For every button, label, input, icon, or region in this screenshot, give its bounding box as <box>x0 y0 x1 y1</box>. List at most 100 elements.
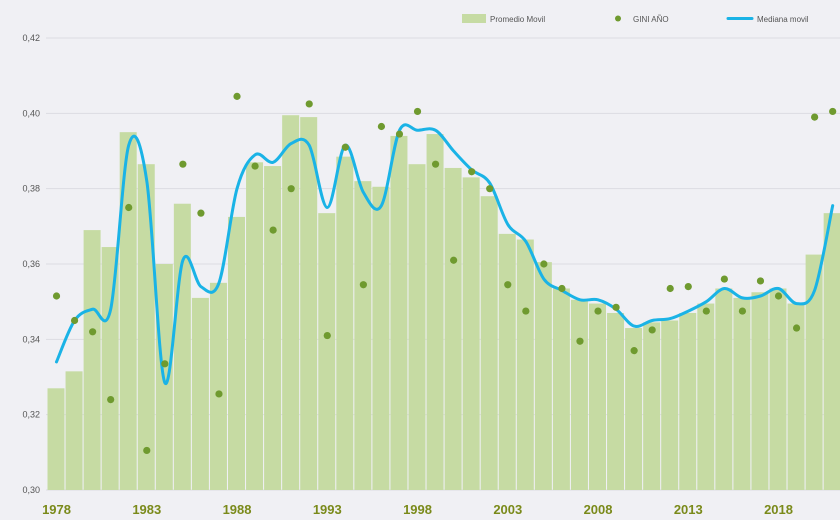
bar <box>751 292 769 490</box>
gini-point <box>70 316 79 325</box>
gini-point <box>558 284 566 293</box>
gini-point <box>540 260 548 268</box>
bar <box>480 196 498 490</box>
gini-point <box>143 446 151 455</box>
gini-point <box>359 281 367 289</box>
gini-point <box>215 390 223 398</box>
mediana-line <box>55 123 835 385</box>
bar <box>300 117 318 490</box>
x-tick-label: 2013 <box>674 502 703 517</box>
x-tick-label: 1993 <box>313 502 342 517</box>
y-axis-ticks: 0,30 0,32 0,34 0,36 0,38 0,40 0,42 <box>22 33 40 495</box>
bar <box>408 164 426 490</box>
gini-point <box>756 277 765 285</box>
bar <box>679 312 697 490</box>
gini-point <box>269 226 277 234</box>
bar <box>119 132 137 490</box>
bar <box>444 167 462 490</box>
gini-point <box>486 185 494 193</box>
bar <box>715 288 733 490</box>
gini-point <box>594 307 602 315</box>
bar <box>769 288 787 490</box>
gini-point <box>522 307 530 315</box>
legend-label-promedio: Promedio Movil <box>490 15 545 24</box>
bar <box>534 262 552 490</box>
bar <box>282 115 300 490</box>
gini-point <box>720 275 728 283</box>
bar <box>516 239 534 490</box>
legend-label-mediana: Mediana movil <box>757 15 809 24</box>
bar <box>47 388 65 490</box>
bar <box>805 254 823 490</box>
gini-point <box>504 281 512 289</box>
gini-point <box>666 284 674 293</box>
gini-point <box>233 92 241 100</box>
x-tick-label: 2003 <box>493 502 522 517</box>
bar <box>209 282 227 490</box>
legend-point-swatch <box>615 15 621 22</box>
gini-point <box>829 107 837 116</box>
legend-item-mediana[interactable]: Mediana movil <box>726 15 809 24</box>
bar <box>65 371 83 490</box>
y-tick-label: 0,32 <box>22 410 40 420</box>
bar <box>264 166 282 491</box>
bar <box>173 203 191 490</box>
gini-point <box>576 337 584 345</box>
gini-point <box>125 203 133 212</box>
gini-point <box>395 130 404 138</box>
gini-point <box>89 328 97 336</box>
legend: Promedio Movil GINI AÑO Mediana movil <box>462 14 809 24</box>
bar <box>462 177 480 490</box>
gini-point <box>648 326 656 334</box>
x-tick-label: 1998 <box>403 502 432 517</box>
x-axis-ticks: 1978 1983 1988 1993 1998 2003 2008 2013 2018 <box>42 502 793 517</box>
bar <box>552 288 570 490</box>
line-series <box>55 123 835 385</box>
x-tick-label: 1988 <box>223 502 252 517</box>
gini-point <box>792 324 801 332</box>
y-tick-label: 0,30 <box>22 485 40 495</box>
y-tick-label: 0,38 <box>22 184 40 194</box>
bar <box>661 320 679 490</box>
x-tick-label: 1983 <box>132 502 161 517</box>
gini-point <box>774 292 783 300</box>
bar <box>83 230 101 490</box>
bar <box>697 303 715 490</box>
y-tick-label: 0,36 <box>22 259 40 269</box>
gini-point <box>287 185 295 193</box>
bar <box>823 213 840 490</box>
bar <box>625 328 643 490</box>
gini-point <box>612 303 620 311</box>
gini-point <box>52 292 61 300</box>
legend-item-promedio[interactable]: Promedio Movil <box>462 14 545 24</box>
bar <box>390 135 408 490</box>
bar-series <box>47 115 840 491</box>
bar <box>733 297 751 490</box>
bar <box>498 233 516 490</box>
gini-point <box>251 162 259 170</box>
gini-point <box>377 122 386 131</box>
y-tick-label: 0,40 <box>22 108 40 118</box>
gini-point <box>179 160 187 168</box>
legend-item-gini[interactable]: GINI AÑO <box>615 15 669 24</box>
gini-point <box>630 347 638 355</box>
gini-point <box>738 307 747 315</box>
gini-point <box>305 100 313 108</box>
gini-point <box>468 168 476 176</box>
x-tick-label: 2018 <box>764 502 793 517</box>
bar <box>336 156 354 490</box>
bar <box>372 186 390 491</box>
bar <box>101 247 119 490</box>
bar <box>354 181 372 490</box>
x-tick-label: 1978 <box>42 502 71 517</box>
bar <box>246 162 264 491</box>
gini-point <box>161 360 169 368</box>
y-tick-label: 0,42 <box>22 33 40 43</box>
bar <box>570 299 588 490</box>
gini-point <box>702 307 710 315</box>
bar <box>426 134 444 491</box>
gini-point <box>811 113 819 121</box>
x-tick-label: 2008 <box>584 502 613 517</box>
gini-point <box>431 160 440 168</box>
